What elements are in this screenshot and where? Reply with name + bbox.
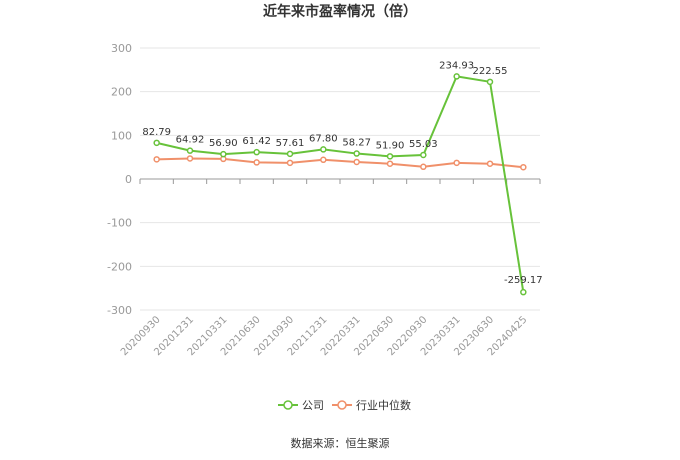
x-axis: 2020093020201231202103312021063020210930… <box>119 178 541 358</box>
y-tick-label: -200 <box>107 260 132 273</box>
y-tick-label: -300 <box>107 304 132 317</box>
data-label: 51.90 <box>376 140 405 151</box>
legend-item-1[interactable]: 行业中位数 <box>332 398 411 412</box>
data-point <box>220 150 227 158</box>
data-label: 64.92 <box>176 135 205 146</box>
data-point <box>186 155 194 162</box>
data-label: 222.55 <box>473 66 508 77</box>
legend-swatch-marker <box>337 400 347 410</box>
data-point <box>286 159 294 167</box>
data-point <box>520 288 527 296</box>
data-point <box>153 139 160 147</box>
data-point <box>520 163 527 171</box>
data-point <box>153 156 160 163</box>
data-point <box>286 150 294 158</box>
legend-item-0[interactable]: 公司 <box>278 399 324 412</box>
data-point <box>486 78 494 86</box>
series: 82.79 64.92 56.90 61.42 57.61 67.80 58.27 51.90… <box>142 60 543 296</box>
data-point <box>253 148 260 156</box>
legend[interactable]: 公司 行业中位数 <box>278 398 411 412</box>
data-point <box>320 146 327 153</box>
y-tick-label: 300 <box>111 42 132 55</box>
y-tick-label: 200 <box>111 86 132 99</box>
legend-swatch-marker <box>283 400 293 410</box>
y-tick-label: 100 <box>111 129 132 142</box>
y-tick-label: -100 <box>107 217 132 230</box>
data-point <box>186 147 194 154</box>
data-label: 234.93 <box>439 60 474 71</box>
series-line-1 <box>156 157 524 169</box>
data-point <box>420 163 427 171</box>
data-label: 56.90 <box>209 138 238 149</box>
data-label: 58.27 <box>342 138 371 149</box>
data-point <box>253 159 260 166</box>
data-point <box>386 160 394 167</box>
data-label: 67.80 <box>309 133 338 144</box>
y-axis: 300 200 100 0 -100 -200 -300 <box>107 42 132 317</box>
data-point <box>353 150 360 157</box>
data-point <box>453 159 460 167</box>
data-point <box>420 151 427 159</box>
data-label: 55.03 <box>409 139 438 150</box>
data-label: -259.17 <box>504 275 543 286</box>
data-point <box>320 156 327 164</box>
y-tick-label: 0 <box>125 173 132 186</box>
legend-label: 行业中位数 <box>356 398 411 412</box>
data-point <box>453 73 460 80</box>
chart-title: 近年来市盈率情况（倍） <box>263 3 417 20</box>
data-label: 57.61 <box>276 138 305 149</box>
source-note: 数据来源：恒生聚源 <box>291 436 390 450</box>
data-point <box>353 158 360 166</box>
data-label: 61.42 <box>242 136 271 147</box>
data-point <box>486 160 494 167</box>
legend-label: 公司 <box>302 399 324 412</box>
data-label: 82.79 <box>142 127 171 138</box>
data-point <box>386 153 394 160</box>
series-line-0 <box>156 75 525 293</box>
